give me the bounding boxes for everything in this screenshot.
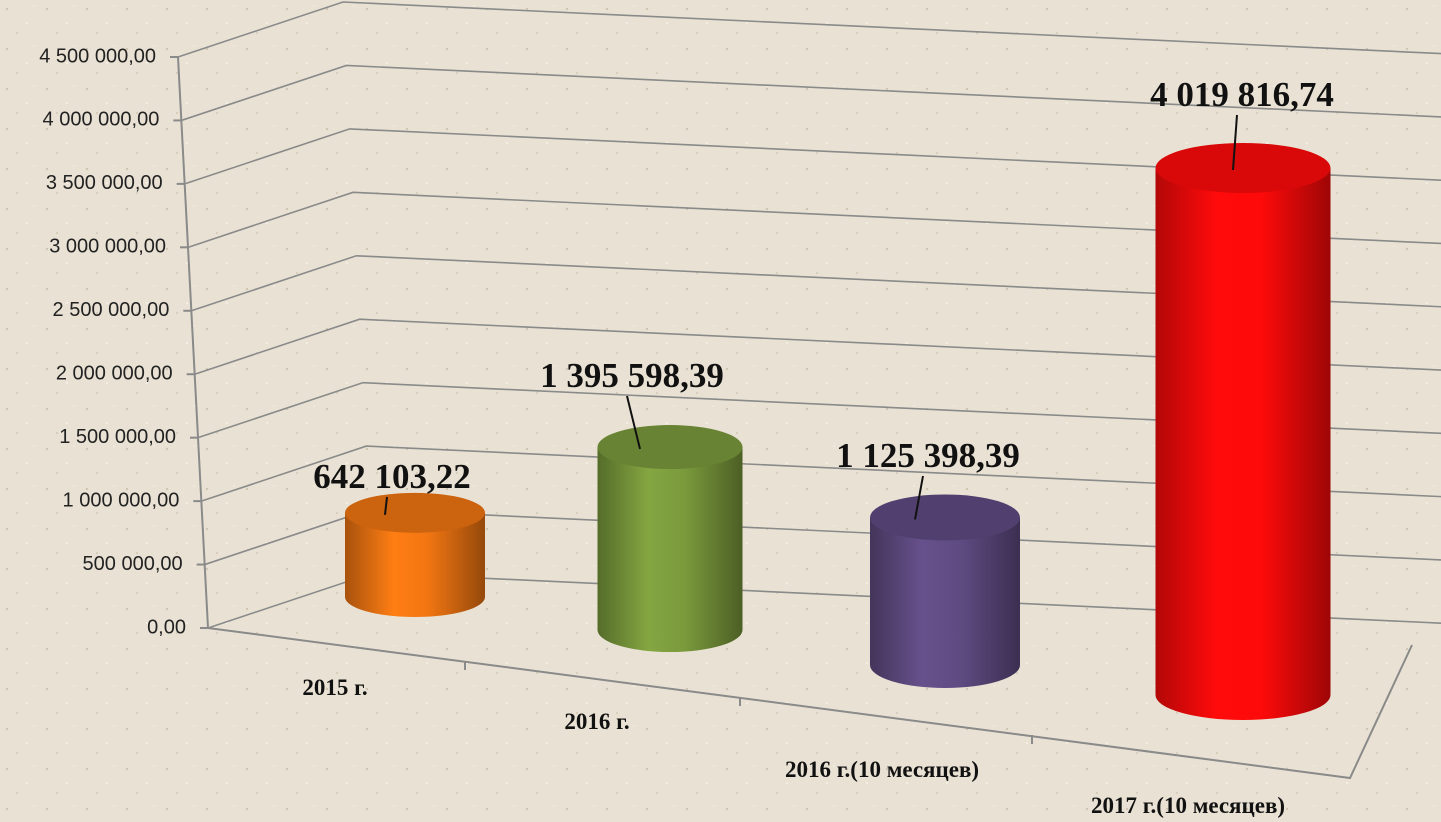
bar-top bbox=[345, 492, 485, 533]
x-tick-label: 2017 г.(10 месяцев) bbox=[1091, 793, 1285, 818]
grid-line bbox=[187, 191, 1441, 249]
grid-line bbox=[184, 128, 1441, 185]
x-tick-label: 2016 г. bbox=[564, 709, 629, 734]
y-tick-label: 3 000 000,00 bbox=[49, 236, 166, 258]
y-tick-label: 3 500 000,00 bbox=[46, 172, 163, 194]
bar bbox=[1155, 167, 1331, 720]
y-tick-label: 4 000 000,00 bbox=[43, 109, 160, 131]
grid-line bbox=[194, 318, 1441, 375]
y-tick-label: 2 500 000,00 bbox=[53, 299, 170, 321]
y-tick-label: 4 500 000,00 bbox=[39, 45, 156, 67]
value-label: 1 125 398,39 bbox=[836, 436, 1020, 475]
y-tick-label: 1 000 000,00 bbox=[63, 489, 180, 511]
bar bbox=[345, 512, 485, 617]
bar-top bbox=[1155, 142, 1331, 193]
bar-top bbox=[597, 425, 743, 470]
value-label: 4 019 816,74 bbox=[1150, 75, 1334, 114]
leader-line bbox=[914, 475, 924, 520]
y-tick-label: 500 000,00 bbox=[83, 553, 183, 575]
grid-line bbox=[201, 445, 1441, 502]
value-label: 1 395 598,39 bbox=[540, 356, 724, 395]
leader-line bbox=[1232, 114, 1238, 171]
bar-top bbox=[870, 494, 1020, 541]
leader-line bbox=[384, 496, 388, 515]
y-tick-label: 1 500 000,00 bbox=[59, 426, 176, 448]
grid-line bbox=[191, 254, 1441, 312]
x-tick-label: 2015 г. bbox=[302, 675, 367, 700]
grid-line bbox=[181, 64, 1441, 122]
leader-line bbox=[626, 395, 641, 450]
grid-line bbox=[177, 1, 1441, 58]
x-tick-label: 2016 г.(10 месяцев) bbox=[785, 757, 979, 782]
value-axis bbox=[177, 56, 209, 629]
bar bbox=[597, 447, 743, 652]
y-tick-label: 0,00 bbox=[147, 616, 186, 638]
grid-line bbox=[197, 381, 1441, 439]
bar bbox=[870, 517, 1020, 688]
value-label: 642 103,22 bbox=[313, 457, 471, 496]
y-tick-label: 2 000 000,00 bbox=[56, 363, 173, 385]
floor bbox=[207, 627, 1413, 780]
